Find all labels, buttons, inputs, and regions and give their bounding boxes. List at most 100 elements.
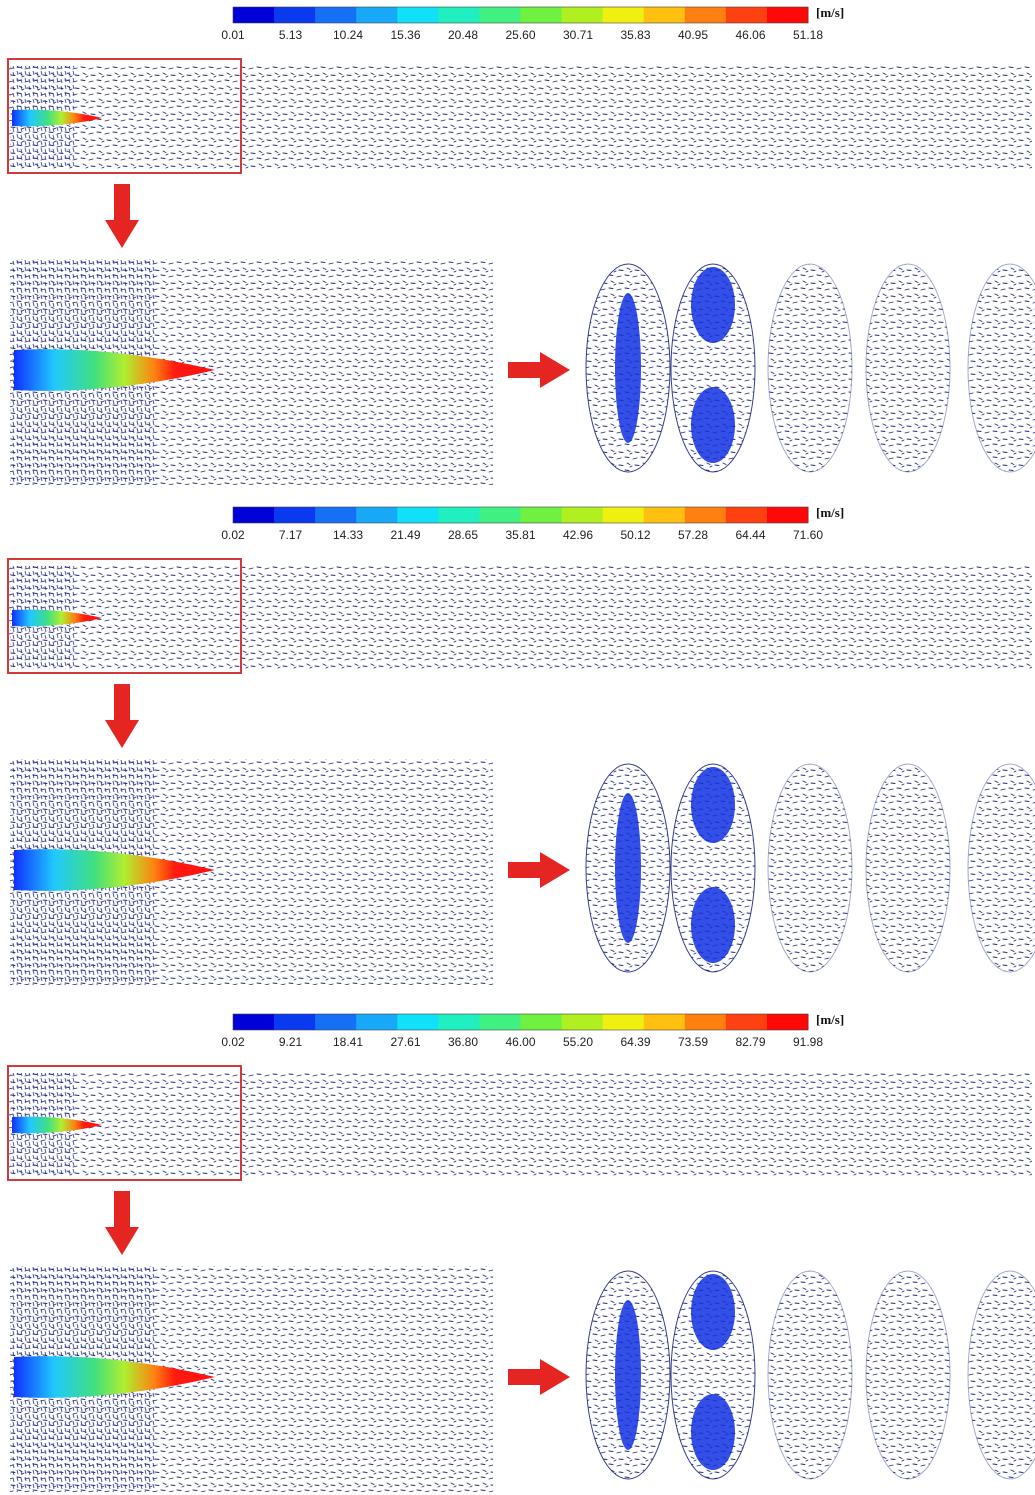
colorbar-segment [561,7,604,23]
colorbar-tick-label: 51.18 [793,28,823,42]
arrow-down [105,684,139,748]
colorbar-tick-label: 0.01 [221,28,245,42]
colorbar-tick-label: 10.24 [333,28,363,42]
colorbar-segment [766,1014,809,1030]
cross-section [967,763,1035,973]
colorbar-tick-label: 82.79 [735,1035,765,1049]
jet-plume [12,609,102,627]
colorbar-tick-label: 20.48 [448,28,478,42]
colorbar-tick-label: 71.60 [793,528,823,542]
colorbar-segment [643,1014,686,1030]
colorbar-segment [520,507,563,523]
cross-section-core [691,387,735,463]
jet-plume-zoom [14,349,215,391]
colorbar-segment [397,1014,439,1030]
colorbar-segment [684,1014,727,1030]
colorbar-tick-label: 0.02 [221,528,245,542]
colorbar-tick-label: 50.12 [620,528,650,542]
cross-section [967,1270,1035,1480]
cross-section [967,263,1035,473]
colorbar-segment [725,7,768,23]
colorbar-tick-label: 73.59 [678,1035,708,1049]
colorbar-segment [479,1014,521,1030]
cross-section-core [691,767,735,843]
colorbar-tick-label: 36.80 [448,1035,478,1049]
vector-field [8,1073,1032,1176]
colorbar-segment [602,7,645,23]
colorbar-tick-label: 35.83 [620,28,650,42]
cross-section [865,763,951,973]
colorbar-segment [643,7,686,23]
cross-section-core [691,267,735,343]
cross-section [767,1270,853,1480]
jet-plume [12,1116,102,1134]
colorbar-tick-label: 25.60 [505,28,535,42]
colorbar-tick-label: 64.44 [735,528,765,542]
colorbar-segment [397,507,439,523]
jet-plume-zoom [14,1356,215,1398]
cross-section [865,1270,951,1480]
colorbar-tick-label: 5.13 [279,28,303,42]
cross-section [767,263,853,473]
colorbar-segment [274,7,316,23]
colorbar-segment [438,507,480,523]
colorbar-segment [356,1014,398,1030]
colorbar-tick-label: 15.36 [390,28,420,42]
cross-section-core [691,1274,735,1350]
colorbar-segment [602,1014,645,1030]
cross-section-core [691,1394,735,1470]
colorbar-tick-label: 46.00 [505,1035,535,1049]
colorbar-tick-label: 28.65 [448,528,478,542]
colorbar-unit: [m/s] [816,5,844,20]
arrow-right [508,852,570,888]
colorbar-segment [725,507,768,523]
colorbar-segment [602,507,645,523]
colorbar-segment [438,1014,480,1030]
colorbar-tick-label: 7.17 [279,528,303,542]
colorbar-tick-label: 57.28 [678,528,708,542]
colorbar-segment [233,507,275,523]
colorbar-tick-label: 14.33 [333,528,363,542]
colorbar-segment [274,1014,316,1030]
panel: [m/s] 0.02 7.17 14.33 21.49 28.65 35.81 42.96 50… [7,505,1035,985]
colorbar-segment [315,1014,357,1030]
cross-section-core [615,793,641,943]
colorbar-segment [684,7,727,23]
colorbar-segment [479,7,521,23]
vector-field [8,66,1032,169]
colorbar-tick-label: 35.81 [505,528,535,542]
arrow-down [105,1191,139,1255]
colorbar-tick-label: 27.61 [390,1035,420,1049]
colorbar-segment [315,7,357,23]
colorbar-tick-label: 91.98 [793,1035,823,1049]
cross-section-core [691,887,735,963]
colorbar-frame [232,6,809,24]
colorbar-segment [766,7,809,23]
colorbar-segment [315,507,357,523]
colorbar-segment [520,1014,563,1030]
colorbar-segment [766,507,809,523]
panel: [m/s] 0.01 5.13 10.24 15.36 20.48 25.60 30.71 35… [7,5,1035,485]
arrow-right [508,1359,570,1395]
jet-plume [12,109,102,127]
colorbar-unit: [m/s] [816,1012,844,1027]
colorbar-frame [232,1013,809,1031]
colorbar-segment [356,7,398,23]
vector-field [8,566,1032,669]
colorbar-tick-label: 18.41 [333,1035,363,1049]
colorbar-tick-label: 40.95 [678,28,708,42]
colorbar-segment [561,1014,604,1030]
colorbar-segment [479,507,521,523]
colorbar-tick-label: 55.20 [563,1035,593,1049]
colorbar-segment [520,7,563,23]
colorbar-segment [397,7,439,23]
colorbar-segment [725,1014,768,1030]
colorbar-frame [232,506,809,524]
colorbar-segment [233,7,275,23]
colorbar-segment [233,1014,275,1030]
zoom-box [7,1065,242,1181]
cross-section-core [615,1300,641,1450]
colorbar-segment [274,507,316,523]
colorbar-tick-label: 21.49 [390,528,420,542]
